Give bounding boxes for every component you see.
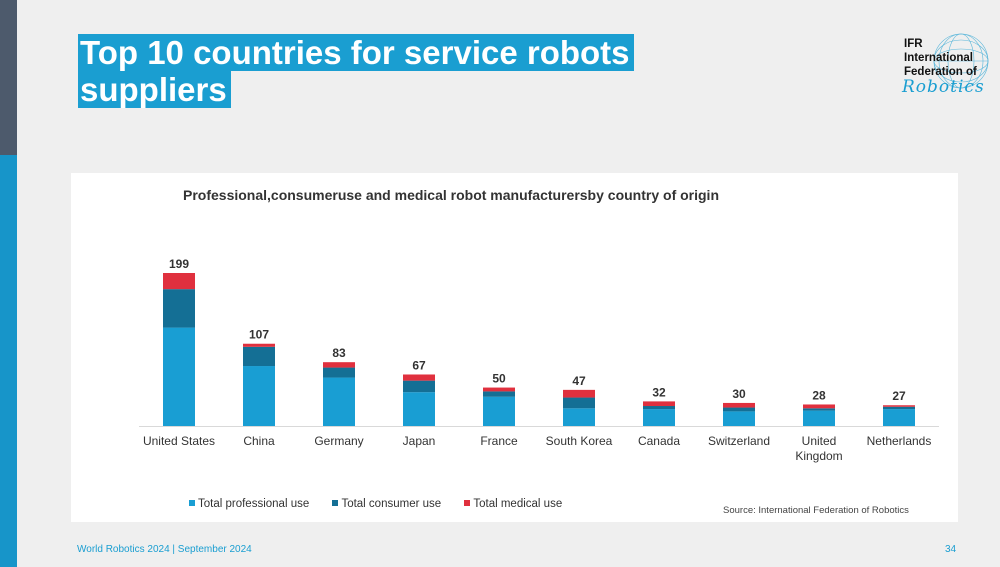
x-tick-label: United States [143, 434, 215, 448]
bar-medical [483, 387, 515, 392]
legend-item-medical: Total medical use [464, 498, 562, 510]
bar-professional [483, 396, 515, 426]
bar-consumer [563, 397, 595, 409]
bar-professional [563, 408, 595, 426]
bar-professional [883, 409, 915, 426]
bar-consumer [883, 406, 915, 410]
bar-medical [723, 402, 755, 408]
bar-professional [243, 366, 275, 426]
x-tick-label: Switzerland [708, 434, 770, 448]
slide-footer: World Robotics 2024 | September 2024 [77, 544, 252, 555]
bar-professional [723, 411, 755, 426]
data-label-total: 67 [412, 358, 426, 372]
chart-title: Professional,consumeruse and medical rob… [183, 187, 719, 203]
bar-medical [403, 374, 435, 381]
legend-label-medical: Total medical use [473, 498, 563, 510]
globe-icon [933, 33, 989, 89]
data-label-total: 30 [732, 387, 746, 401]
x-tick-label: United [802, 434, 837, 448]
bar-professional [643, 409, 675, 426]
bar-consumer [483, 391, 515, 397]
logo-line-ifr: IFR [904, 38, 923, 50]
bar-medical [323, 362, 355, 368]
legend-item-consumer: Total consumer use [332, 498, 441, 510]
bar-medical [243, 343, 275, 347]
data-label-total: 28 [812, 388, 826, 402]
bar-medical [803, 404, 835, 409]
legend-label-consumer: Total consumer use [341, 498, 442, 510]
legend-swatch-consumer [332, 500, 339, 506]
bar-professional [323, 377, 355, 426]
bar-professional [163, 327, 195, 426]
stacked-bar-chart: 199 United States 107 China 83 Germany 67 Japan… [139, 257, 939, 463]
bar-medical [883, 405, 915, 407]
bar-professional [403, 392, 435, 426]
x-tick-label: China [243, 434, 275, 448]
data-label-total: 47 [572, 374, 586, 388]
data-label-total: 107 [249, 328, 269, 342]
x-tick-label: Netherlands [867, 434, 932, 448]
bar-consumer [803, 408, 835, 411]
left-accent-bar-blue [0, 155, 17, 567]
bar-consumer [163, 289, 195, 328]
bar-medical [643, 401, 675, 407]
logo-line-international: International [904, 52, 974, 64]
data-label-total: 27 [892, 389, 906, 403]
bar-consumer [243, 346, 275, 367]
data-label-total: 50 [492, 372, 506, 386]
bar-consumer [723, 407, 755, 412]
logo-line-federation: Federation of [904, 66, 977, 78]
x-tick-label: South Korea [546, 434, 613, 448]
data-label-total: 32 [652, 385, 666, 399]
bar-consumer [643, 406, 675, 410]
logo-script-robotics: Robotics [902, 77, 985, 97]
x-tick-label: Japan [403, 434, 436, 448]
bar-consumer [323, 367, 355, 378]
page-number: 34 [945, 544, 957, 555]
legend-swatch-medical [464, 500, 471, 506]
ifr-logo: IFR International Federation of Robotics [900, 30, 995, 100]
slide-title-line2: suppliers [78, 71, 231, 108]
chart-legend: Total professional use Total consumer us… [189, 498, 582, 510]
logo-text: IFR International Federation of [904, 37, 977, 79]
bar-medical [163, 273, 195, 290]
data-label-total: 83 [332, 346, 346, 360]
left-accent-bar-dark [0, 0, 17, 155]
x-tick-label: Canada [638, 434, 680, 448]
x-tick-label: France [480, 434, 518, 448]
chart-panel: Professional,consumeruse and medical rob… [71, 173, 958, 522]
x-tick-label: Germany [314, 434, 363, 448]
chart-source: Source: International Federation of Robo… [723, 505, 909, 516]
slide-title: Top 10 countries for service robots supp… [78, 34, 678, 108]
bar-medical [563, 389, 595, 398]
data-label-total: 199 [169, 257, 189, 271]
bar-professional [803, 410, 835, 426]
legend-item-professional: Total professional use [189, 498, 309, 510]
slide-title-line1: Top 10 countries for service robots [78, 34, 634, 71]
x-tick-label: Kingdom [795, 449, 842, 463]
legend-label-professional: Total professional use [198, 498, 310, 510]
legend-swatch-professional [189, 500, 195, 506]
bar-consumer [403, 380, 435, 393]
